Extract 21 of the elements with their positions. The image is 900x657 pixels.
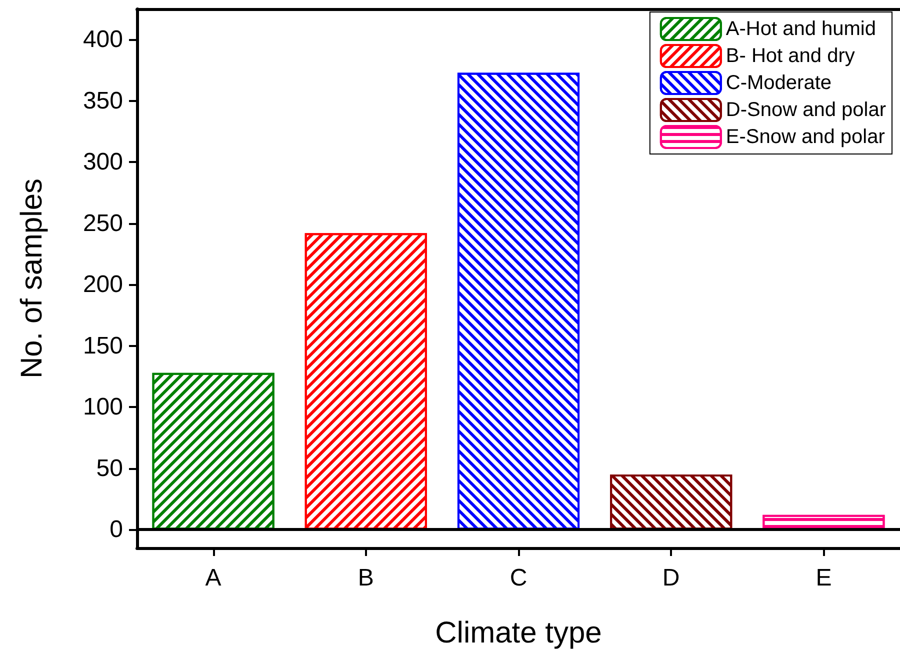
y-tick-label: 300	[82, 148, 123, 176]
y-axis-title: No. of samples	[16, 178, 48, 379]
y-tick-label: 250	[82, 210, 123, 237]
y-tick-label: 150	[82, 332, 123, 360]
y-tick-label: 200	[82, 271, 123, 298]
legend-label: A-Hot and humid	[726, 18, 876, 40]
y-tick-label: 0	[110, 516, 123, 544]
y-tick-label: 100	[82, 394, 123, 421]
x-tick-label: C	[510, 564, 528, 592]
x-tick-label: D	[662, 564, 680, 592]
y-tick-label: 350	[82, 87, 123, 114]
legend-label: E-Snow and polar	[726, 126, 886, 148]
x-tick-label: B	[358, 564, 374, 592]
x-tick-label: E	[816, 564, 832, 592]
legend-label: D-Snow and polar	[726, 99, 886, 121]
x-axis-title: Climate type	[435, 616, 602, 650]
legend-label: B- Hot and dry	[726, 45, 855, 67]
legend-label: C-Moderate	[726, 72, 832, 94]
y-tick-label: 400	[82, 26, 123, 54]
y-tick-label: 50	[96, 454, 123, 482]
x-tick-label: A	[205, 564, 222, 592]
